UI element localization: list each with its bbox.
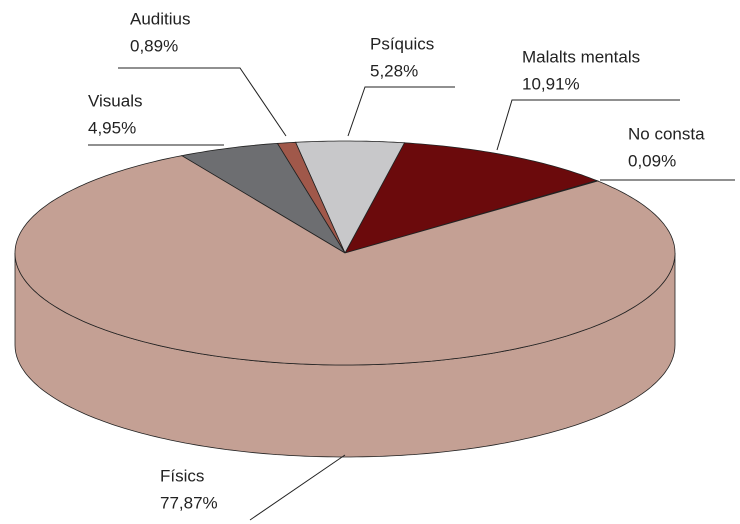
pie-slice bbox=[180, 142, 346, 254]
leader-line bbox=[249, 454, 346, 521]
slice-label: Auditius bbox=[130, 9, 190, 28]
slice-label: Malalts mentals bbox=[522, 47, 640, 66]
slice-value-label: 4,95% bbox=[88, 118, 136, 137]
leader-line bbox=[496, 99, 680, 151]
slice-label: Físics bbox=[160, 466, 204, 485]
pie-slice bbox=[344, 142, 598, 254]
slice-value-label: 77,87% bbox=[160, 493, 218, 512]
leader-line bbox=[118, 67, 287, 137]
slice-label: No consta bbox=[628, 124, 705, 143]
slice-value-label: 10,91% bbox=[522, 74, 580, 93]
slice-value-label: 0,89% bbox=[130, 36, 178, 55]
leader-line bbox=[347, 86, 455, 137]
slice-label: Psíquics bbox=[370, 34, 434, 53]
pie-slice bbox=[14, 155, 676, 366]
slice-value-label: 0,09% bbox=[628, 151, 676, 170]
pie-slice bbox=[294, 140, 406, 254]
slice-label: Visuals bbox=[88, 91, 143, 110]
slice-value-label: 5,28% bbox=[370, 61, 418, 80]
